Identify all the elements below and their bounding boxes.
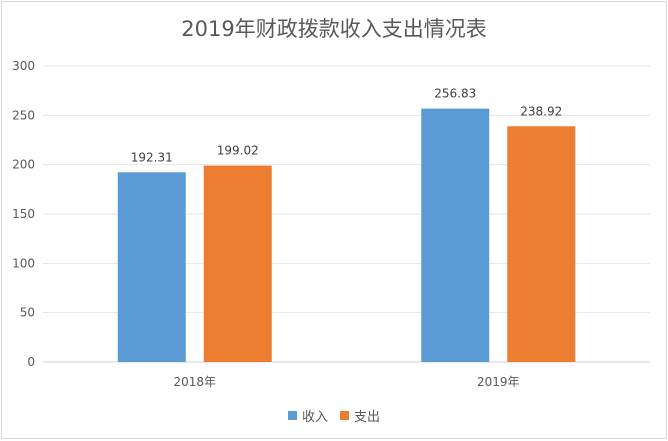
chart-title: 2019年财政拨款收入支出情况表 [181, 17, 487, 41]
y-tick-label: 100 [12, 256, 35, 270]
legend: 收入 支出 [2, 406, 666, 425]
data-label: 256.83 [434, 87, 476, 101]
y-tick-label: 250 [12, 108, 35, 122]
data-label: 238.92 [520, 104, 562, 118]
legend-swatch-expense [340, 411, 349, 420]
y-tick-label: 150 [12, 207, 35, 221]
bar-expense [203, 165, 272, 362]
y-tick-label: 0 [27, 355, 35, 369]
y-tick-label: 300 [12, 59, 35, 73]
legend-item-income: 收入 [287, 406, 328, 425]
bar-expense [507, 126, 576, 363]
legend-item-expense: 支出 [340, 406, 380, 425]
legend-label-expense: 支出 [354, 410, 381, 425]
bar-income [421, 108, 490, 363]
y-tick-label: 50 [20, 306, 35, 320]
data-label: 192.31 [131, 150, 173, 164]
x-tick-label: 2018年 [173, 375, 216, 389]
legend-swatch-income [287, 411, 297, 420]
legend-label-income: 收入 [301, 410, 328, 425]
y-tick-label: 200 [12, 158, 35, 172]
bar-income [117, 172, 186, 362]
x-tick-label: 2019年 [477, 375, 520, 389]
data-label: 199.02 [217, 144, 259, 158]
